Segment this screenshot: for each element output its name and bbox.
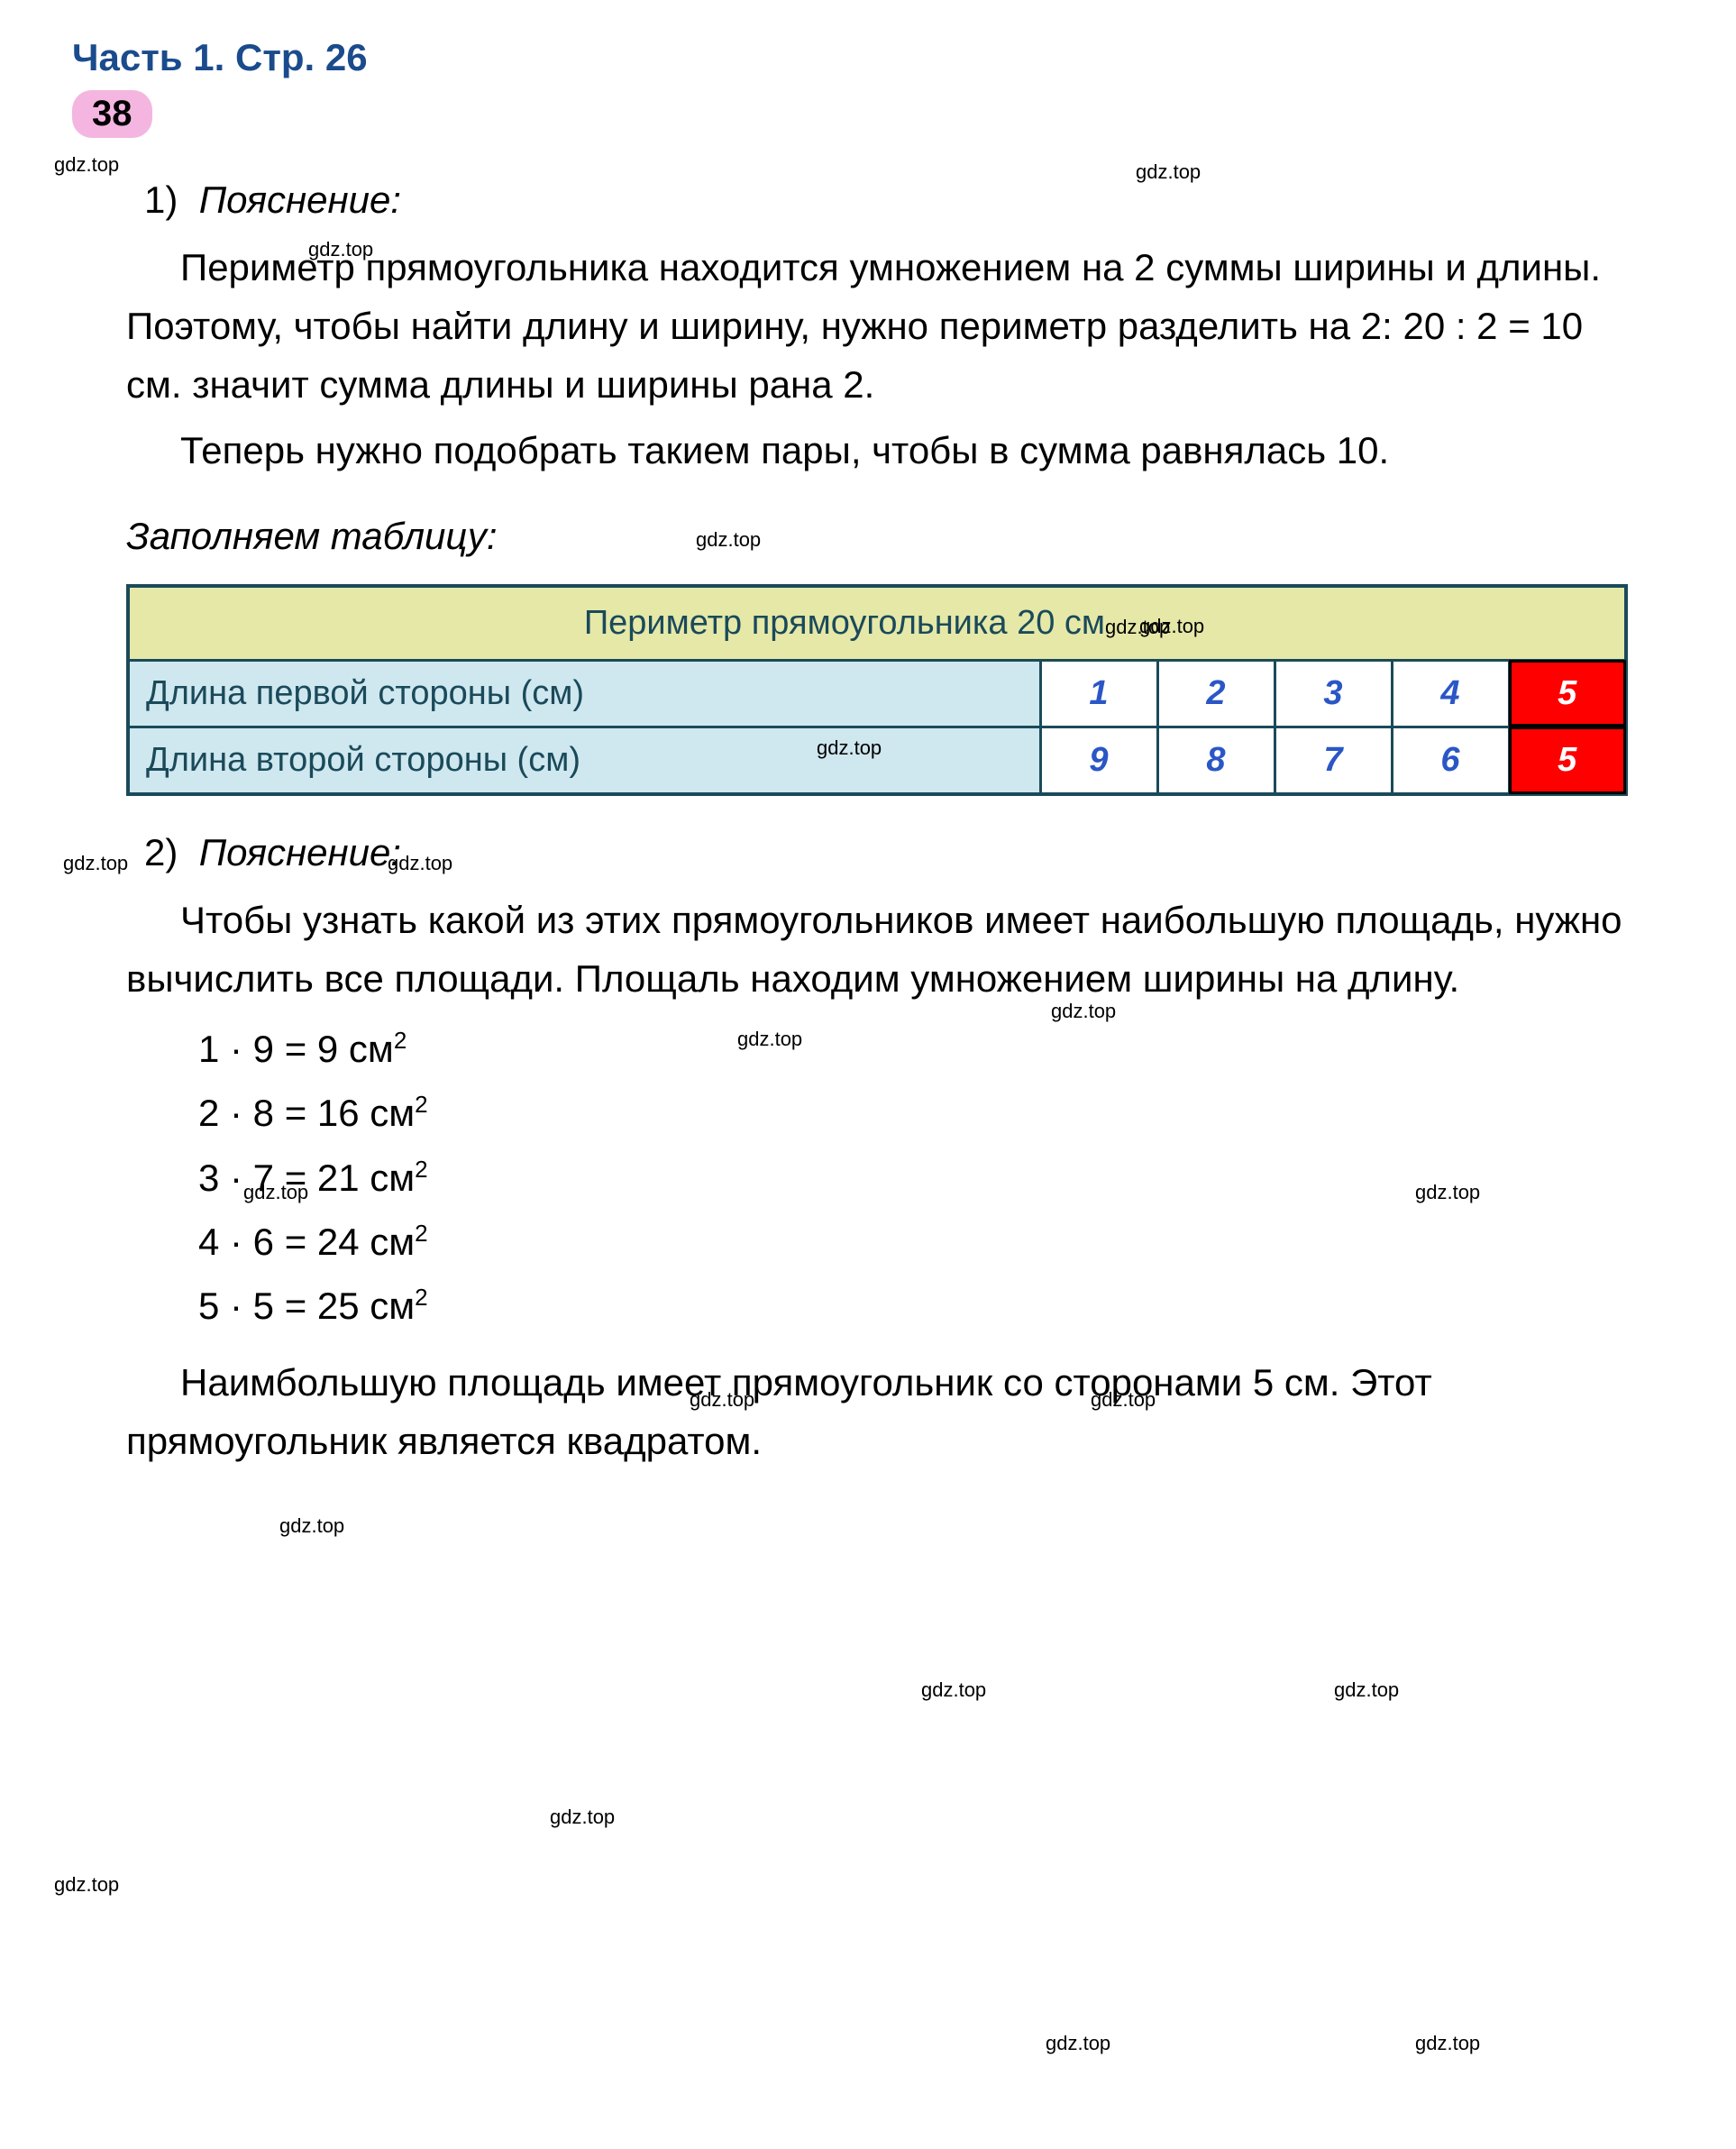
watermark-text: gdz.top [1139,615,1204,638]
section2-heading: 2) Пояснение: [72,823,1664,882]
section2-number: 2) [144,831,178,873]
calc-list: 1 · 9 = 9 см2 2 · 8 = 16 см2 3 · 7 = 21 … [198,1017,1628,1339]
watermark-text: gdz.top [308,238,373,261]
watermark-text: gdz.top [1415,1181,1480,1204]
row2-val-1: 8 [1157,727,1275,794]
watermark-text: gdz.top [737,1028,802,1051]
watermark-text: gdz.top [1334,1678,1399,1702]
calc-sup: 2 [415,1220,427,1247]
watermark-text: gdz.top [1091,1388,1156,1412]
row1-val-4: 5 [1509,660,1626,727]
row1-val-3: 4 [1392,660,1509,727]
section2-explain-label: Пояснение: [199,831,401,873]
watermark-text: gdz.top [1051,1000,1116,1023]
table-title-text: Периметр прямоугольника 20 см [584,604,1105,642]
watermark-text: gdz.top [1415,2032,1480,2055]
calc-line-0: 1 · 9 = 9 см2 [198,1017,1628,1081]
watermark-text: gdz.top [690,1388,754,1412]
watermark-text: gdz.top [1136,160,1201,184]
calc-expr: 4 · 6 = 24 см [198,1221,415,1263]
perimeter-table: Периметр прямоугольника 20 см gdz.top Дли… [126,584,1628,796]
calc-sup: 2 [415,1156,427,1183]
row1-val-2: 3 [1275,660,1392,727]
row2-val-4: 5 [1509,727,1626,794]
row2-val-3: 6 [1392,727,1509,794]
watermark-text: gdz.top [921,1678,986,1702]
section1-heading: 1) Пояснение: [72,170,1664,229]
row1-label: Длина первой стороны (см) [128,660,1040,727]
page-header: Часть 1. Стр. 26 [72,36,1664,79]
section1-paragraph-1: Периметр прямоугольника находится умноже… [126,238,1628,414]
calc-expr: 1 · 9 = 9 см [198,1028,394,1070]
row2-label: Длина второй стороны (см) [128,727,1040,794]
calc-line-1: 2 · 8 = 16 см2 [198,1081,1628,1145]
watermark-text: gdz.top [696,528,761,552]
row1-val-0: 1 [1040,660,1157,727]
calc-expr: 5 · 5 = 25 см [198,1285,415,1327]
section1-number: 1) [144,178,178,221]
table-row: Длина первой стороны (см) 1 2 3 4 5 [128,660,1626,727]
section1-explain-label: Пояснение: [199,178,401,221]
table-header-row: Периметр прямоугольника 20 см gdz.top [128,586,1626,661]
watermark-text: gdz.top [63,852,128,875]
calc-line-3: 4 · 6 = 24 см2 [198,1210,1628,1274]
calc-line-2: 3 · 7 = 21 см2 [198,1146,1628,1210]
watermark-text: gdz.top [54,153,119,177]
watermark-text: gdz.top [1046,2032,1110,2055]
calc-expr: 2 · 8 = 16 см [198,1092,415,1134]
section2-paragraph-1: Чтобы узнать какой из этих прямоугольник… [126,891,1628,1008]
section2-conclusion: Наимбольшую площадь имеет прямоугольник … [126,1353,1628,1470]
row1-val-1: 2 [1157,660,1275,727]
watermark-text: gdz.top [54,1873,119,1897]
watermark-text: gdz.top [550,1806,615,1829]
table-title-cell: Периметр прямоугольника 20 см gdz.top [128,586,1626,661]
watermark-text: gdz.top [243,1181,308,1204]
watermark-text: gdz.top [279,1514,344,1538]
section1-paragraph-2: Теперь нужно подобрать такием пары, чтоб… [126,421,1628,480]
calc-sup: 2 [415,1284,427,1311]
row2-val-0: 9 [1040,727,1157,794]
table-caption: Заполняем таблицу: [126,507,1628,565]
watermark-text: gdz.top [388,852,452,875]
task-number-badge: 38 [72,90,152,138]
calc-line-4: 5 · 5 = 25 см2 [198,1274,1628,1338]
calc-sup: 2 [394,1027,407,1054]
calc-sup: 2 [415,1091,427,1118]
watermark-text: gdz.top [817,736,882,760]
row2-val-2: 7 [1275,727,1392,794]
